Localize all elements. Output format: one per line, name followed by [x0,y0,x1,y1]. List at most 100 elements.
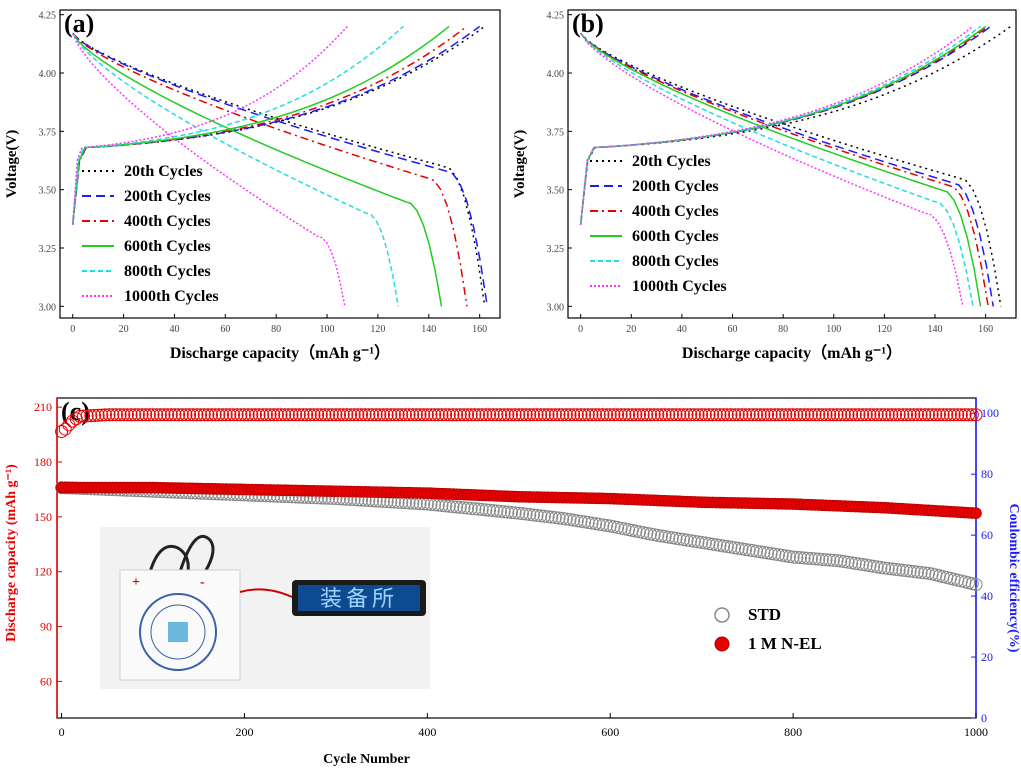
ce-point [307,408,321,422]
charge-curve [579,25,1012,225]
ce-point [259,408,273,422]
std-point [790,550,804,564]
ce-point [545,408,559,422]
ce-point [248,408,262,422]
x-tick-label: 120 [877,324,892,335]
ce-point [969,408,983,422]
ce-point [325,408,339,422]
ce-point [600,408,614,422]
ce-point [139,408,153,422]
ce-point [406,408,420,422]
ce-point [559,408,573,422]
ce-point [344,408,358,422]
std-point [515,507,529,521]
std-point [757,545,771,559]
x-tick-label: 140 [928,324,943,335]
std-point [680,533,694,547]
ce-point [552,408,566,422]
std-point [695,535,709,549]
ce-point [439,408,453,422]
ce-point [691,408,705,422]
ce-point [563,408,577,422]
ce-point [592,408,606,422]
x-tick-label: 20 [626,324,636,335]
discharge-curve [72,32,468,307]
ce-point [717,408,731,422]
ce-point [867,408,881,422]
nel-point [970,507,982,520]
std-point [812,552,826,566]
ce-point [117,408,131,422]
x-tick-label: 20 [119,324,129,335]
std-point [834,554,848,568]
std-point [804,552,818,566]
ce-point [490,408,504,422]
ce-point [640,408,654,422]
ce-point [365,408,379,422]
ce-point [757,408,771,422]
std-point [797,551,811,565]
charge-curve [71,25,348,225]
plot-frame [59,9,501,319]
ce-point [958,408,972,422]
legend-label: 200th Cycles [632,178,719,195]
ce-point [669,408,683,422]
y-tick-label: 3.75 [547,127,565,138]
y-left-tick-label: 90 [40,620,52,634]
std-point [563,513,577,527]
ce-point [428,408,442,422]
std-point [914,565,928,579]
std-point [490,504,504,518]
ce-point [172,408,186,422]
ce-point [603,408,617,422]
std-point [541,510,555,524]
ce-point [841,408,855,422]
ce-point [197,408,211,422]
ce-point [918,408,932,422]
ce-point [826,408,840,422]
legend-label: 1000th Cycles [124,288,219,305]
std-point [600,518,614,532]
ce-point [450,408,464,422]
discharge-curve [72,33,346,307]
y-axis-label: Voltage(V) [4,130,20,199]
ce-point [885,408,899,422]
y-tick-label: 3.00 [39,302,57,313]
ce-point [73,409,87,423]
ce-point [380,408,394,422]
std-point [475,503,489,517]
ce-point [651,408,665,422]
led-text: 装备所 [320,586,398,611]
x-tick-label: 120 [370,324,385,335]
ce-point [625,408,639,422]
ce-point [764,408,778,422]
discharge-curve [72,32,486,307]
ce-point [874,408,888,422]
y-left-tick-label: 120 [34,565,52,579]
std-point [574,514,588,528]
std-point [654,529,668,543]
ce-point [263,408,277,422]
ce-point [665,408,679,422]
ce-point [611,408,625,422]
y-right-tick-label: 20 [981,650,993,664]
x-axis-label: Cycle Number [323,752,410,767]
ce-point [526,408,540,422]
std-point [698,536,712,550]
std-point [815,552,829,566]
ce-point [417,408,431,422]
ce-point [892,408,906,422]
std-point [519,507,533,521]
x-tick-label: 40 [169,324,179,335]
ce-point [636,408,650,422]
charge-curve [71,25,450,225]
std-point [848,556,862,570]
ce-point [782,408,796,422]
ce-point [245,408,259,422]
ce-point [830,408,844,422]
ce-point [435,408,449,422]
ce-point [77,409,91,423]
ce-point [84,409,98,423]
x-tick-label: 60 [220,324,230,335]
y-right-tick-label: 80 [981,467,993,481]
